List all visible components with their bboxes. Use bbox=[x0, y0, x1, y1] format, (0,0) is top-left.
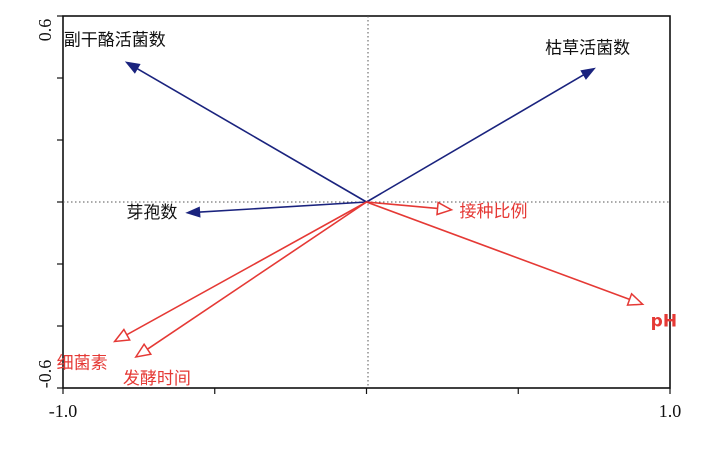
vector-line-0-0 bbox=[129, 63, 367, 203]
vector-label-1-1: pH bbox=[651, 311, 677, 331]
vector-line-1-2 bbox=[126, 201, 367, 336]
y-tick-label-1: -0.6 bbox=[35, 360, 55, 389]
vector-arrowhead-0-2 bbox=[185, 206, 201, 218]
vector-label-1-3: 发酵时间 bbox=[123, 369, 191, 389]
vector-label-1-0: 接种比例 bbox=[459, 202, 527, 222]
vector-arrowhead-1-0 bbox=[436, 201, 454, 216]
vector-arrowhead-1-3 bbox=[134, 342, 153, 359]
vector-line-1-0 bbox=[366, 201, 438, 210]
vector-line-1-3 bbox=[147, 201, 367, 350]
y-tick-label-0: 0.6 bbox=[35, 19, 55, 42]
x-tick-label-0: -1.0 bbox=[49, 401, 78, 421]
vector-label-1-2: 细菌素 bbox=[57, 354, 108, 374]
vector-arrowhead-1-1 bbox=[626, 292, 645, 306]
vector-label-0-1: 枯草活菌数 bbox=[545, 39, 630, 59]
axis-ticks: -1.0 1.0 0.6 -0.6 bbox=[35, 15, 682, 421]
vector-arrowhead-0-0 bbox=[124, 61, 141, 74]
vector-line-0-1 bbox=[366, 70, 592, 203]
vector-line-0-2 bbox=[191, 201, 367, 214]
vector-arrowhead-1-2 bbox=[112, 328, 131, 343]
vector-line-1-1 bbox=[366, 201, 630, 301]
vector-arrowhead-0-1 bbox=[580, 67, 596, 80]
vector-label-0-2: 芽孢数 bbox=[126, 203, 177, 223]
vector-label-0-0: 副干酪活菌数 bbox=[64, 31, 166, 51]
x-tick-label-1: 1.0 bbox=[659, 401, 682, 421]
